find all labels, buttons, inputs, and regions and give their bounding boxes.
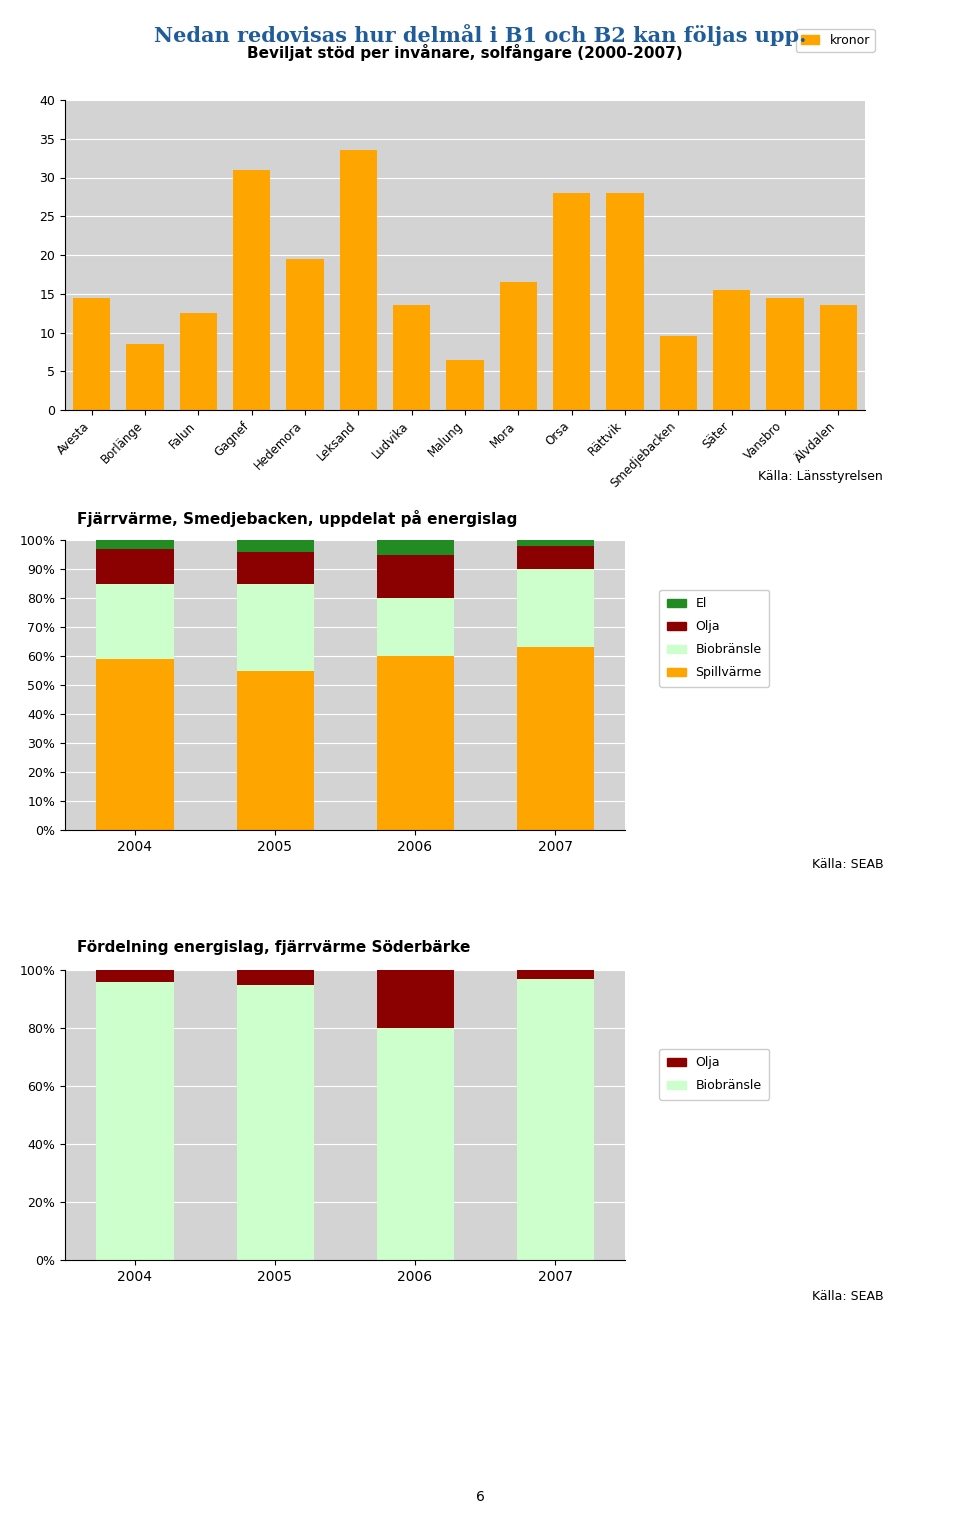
Bar — [376, 1028, 453, 1259]
Bar — [97, 982, 174, 1259]
Bar — [393, 305, 430, 411]
Bar — [340, 150, 377, 411]
Bar — [607, 193, 643, 411]
Bar — [236, 671, 314, 830]
Bar — [233, 170, 271, 411]
Bar — [713, 290, 751, 411]
Text: Fördelning energislag, fjärrvärme Söderbärke: Fördelning energislag, fjärrvärme Söderb… — [77, 941, 470, 954]
Bar — [516, 568, 593, 648]
Bar — [516, 979, 593, 1259]
Text: 6: 6 — [475, 1491, 485, 1504]
Bar — [516, 970, 593, 979]
Bar — [499, 282, 537, 411]
Title: Beviljat stöd per invånare, solfångare (2000-2007): Beviljat stöd per invånare, solfångare (… — [247, 44, 683, 61]
Bar — [553, 193, 590, 411]
Bar — [236, 970, 314, 985]
Bar — [236, 584, 314, 671]
Bar — [376, 656, 453, 830]
Legend: kronor: kronor — [796, 29, 875, 52]
Bar — [376, 539, 453, 555]
Bar — [446, 360, 484, 411]
Bar — [236, 539, 314, 552]
Bar — [97, 970, 174, 982]
Bar — [516, 539, 593, 545]
Bar — [820, 305, 857, 411]
Bar — [180, 313, 217, 411]
Text: Nedan redovisas hur delmål i B1 och B2 kan följas upp.: Nedan redovisas hur delmål i B1 och B2 k… — [154, 25, 806, 46]
Legend: El, Olja, Biobränsle, Spillvärme: El, Olja, Biobränsle, Spillvärme — [660, 590, 769, 686]
Bar — [127, 345, 163, 411]
Text: Fjärrvärme, Smedjebacken, uppdelat på energislag: Fjärrvärme, Smedjebacken, uppdelat på en… — [77, 510, 517, 527]
Bar — [97, 659, 174, 830]
Bar — [236, 552, 314, 584]
Bar — [376, 597, 453, 656]
Bar — [376, 555, 453, 597]
Bar — [286, 259, 324, 411]
Bar — [73, 297, 110, 411]
Text: Källa: Länsstyrelsen: Källa: Länsstyrelsen — [758, 470, 883, 483]
Bar — [516, 545, 593, 568]
Bar — [376, 970, 453, 1028]
Text: Källa: SEAB: Källa: SEAB — [811, 858, 883, 872]
Bar — [236, 985, 314, 1259]
Bar — [97, 584, 174, 659]
Legend: Olja, Biobränsle: Olja, Biobränsle — [660, 1049, 769, 1100]
Bar — [97, 539, 174, 548]
Bar — [766, 297, 804, 411]
Bar — [516, 648, 593, 830]
Text: Källa: SEAB: Källa: SEAB — [811, 1290, 883, 1304]
Bar — [660, 337, 697, 411]
Bar — [97, 548, 174, 584]
